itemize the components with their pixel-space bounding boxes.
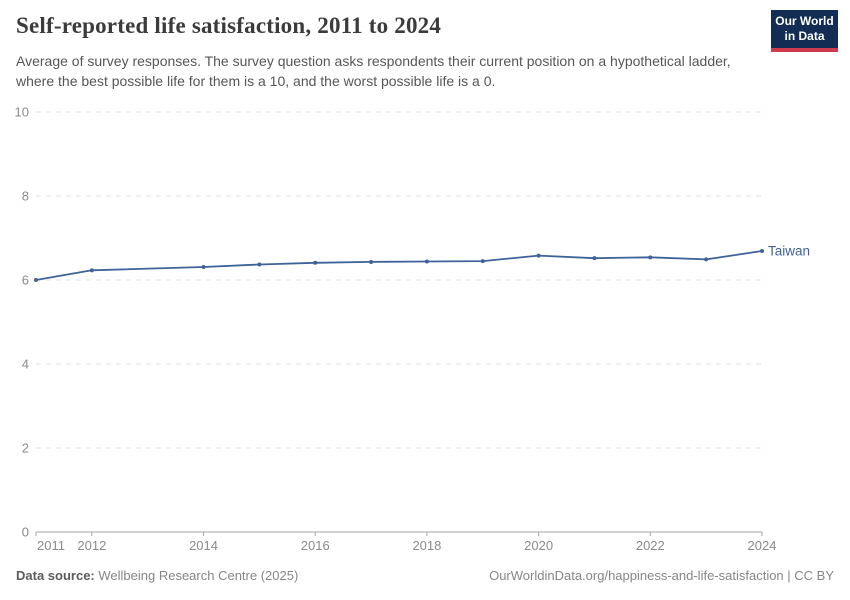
data-source-label: Data source:	[16, 568, 95, 583]
chart-footer: Data source: Wellbeing Research Centre (…	[16, 568, 834, 588]
y-tick-label: 4	[22, 357, 29, 372]
owid-logo-line2: in Data	[784, 29, 825, 43]
data-source-value: Wellbeing Research Centre (2025)	[98, 568, 299, 583]
x-tick-label: 2024	[748, 538, 777, 553]
x-tick-label: 2012	[77, 538, 106, 553]
y-tick-label: 0	[22, 525, 29, 540]
series-line[interactable]	[35, 250, 763, 281]
owid-logo-line1: Our World	[775, 14, 834, 28]
chart-subtitle: Average of survey responses. The survey …	[16, 53, 731, 89]
line-chart[interactable]: 0 2 4 6 8 10 2011 2012 2014 2016 2018 2020 2022 2024 T…	[0, 95, 850, 560]
data-point[interactable]	[536, 253, 541, 258]
y-tick-label: 2	[22, 441, 29, 456]
data-point[interactable]	[34, 278, 38, 282]
x-tick-label: 2022	[636, 538, 665, 553]
x-tick-label: 2014	[189, 538, 218, 553]
gridlines: 0 2 4 6 8 10	[15, 105, 762, 540]
x-tick-label: 2016	[301, 538, 330, 553]
attribution-url: OurWorldinData.org/happiness-and-life-sa…	[489, 568, 834, 583]
x-axis: 2011 2012 2014 2016 2018 2020 2022 2024	[35, 531, 777, 553]
data-point[interactable]	[424, 259, 429, 264]
data-point[interactable]	[480, 259, 485, 264]
data-source: Data source: Wellbeing Research Centre (…	[16, 568, 298, 583]
data-point[interactable]	[648, 255, 653, 260]
data-point[interactable]	[704, 257, 709, 262]
data-point[interactable]	[313, 260, 318, 265]
data-point[interactable]	[257, 262, 262, 267]
x-tick-label: 2018	[412, 538, 441, 553]
owid-logo[interactable]: Our World in Data	[771, 10, 838, 52]
data-point[interactable]	[201, 264, 206, 269]
data-point[interactable]	[369, 259, 374, 264]
x-tick-label: 2020	[524, 538, 553, 553]
data-point[interactable]	[592, 256, 597, 261]
data-point[interactable]	[760, 249, 764, 254]
series-taiwan[interactable]: Taiwan	[34, 244, 810, 282]
y-tick-label: 8	[22, 189, 29, 204]
chart-title: Self-reported life satisfaction, 2011 to…	[16, 13, 442, 38]
x-tick-label: 2011	[37, 538, 65, 553]
y-tick-label: 6	[22, 273, 29, 288]
series-end-label[interactable]: Taiwan	[768, 244, 810, 259]
y-tick-label: 10	[15, 105, 29, 120]
line-chart-svg[interactable]: 0 2 4 6 8 10 2011 2012 2014 2016 2018 2020 2022 2024 T…	[0, 95, 850, 560]
data-point[interactable]	[89, 268, 94, 273]
